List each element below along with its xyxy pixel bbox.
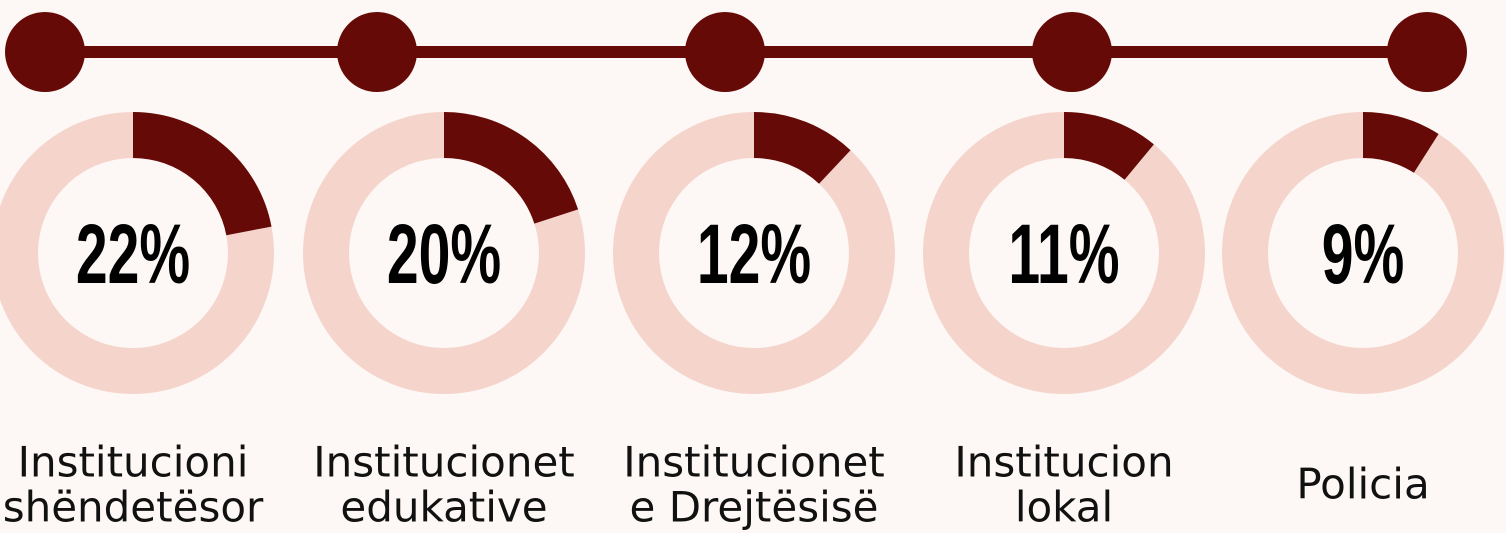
timeline <box>5 12 1467 92</box>
timeline-dot <box>337 12 417 92</box>
value-label: 22% <box>76 208 190 302</box>
category-label: shëndetësor <box>3 483 264 532</box>
category-label: Policia <box>1296 460 1429 509</box>
category-label: Institucioni <box>18 438 249 487</box>
value-label: 12% <box>697 208 811 302</box>
donut-segment <box>753 112 851 185</box>
value-label: 11% <box>1008 208 1119 302</box>
donut-segment <box>132 112 272 236</box>
value-label: 9% <box>1322 208 1405 302</box>
category-label: Institucion <box>954 438 1173 487</box>
timeline-dot <box>5 12 85 92</box>
donut-segment <box>1362 112 1439 174</box>
donut-chart: 9% Policia <box>1222 112 1504 509</box>
donut-segment <box>443 112 579 225</box>
value-label: 20% <box>387 208 501 302</box>
timeline-dot <box>685 12 765 92</box>
timeline-dot <box>1032 12 1112 92</box>
category-label: lokal <box>1015 483 1113 532</box>
category-label: Institucionet <box>623 438 885 487</box>
timeline-dot <box>1387 12 1467 92</box>
category-label: Institucionet <box>313 438 575 487</box>
donut-segment <box>1063 112 1154 181</box>
category-label: e Drejtësisë <box>630 483 879 532</box>
category-label: edukative <box>340 483 547 532</box>
